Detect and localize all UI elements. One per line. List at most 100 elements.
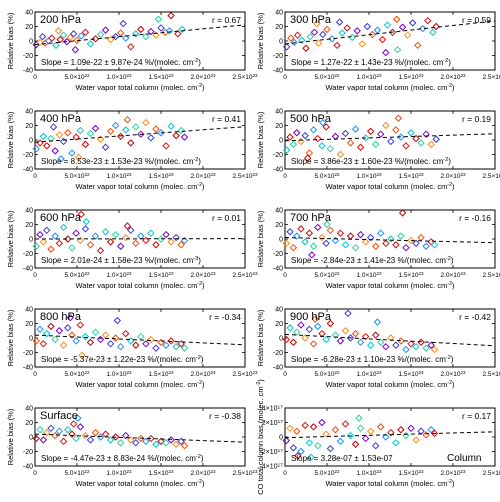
data-point [326,444,335,453]
data-point [351,125,360,133]
data-point [96,433,105,441]
data-point [387,137,395,146]
x-tick-label: 2.0×1023 [440,73,466,82]
data-point [282,335,290,344]
pressure-level-label: 200 hPa [40,14,82,26]
y-tick-label: 0 [29,336,33,343]
panel-700-hpa: -40 -20 0 20 40 0 5.0×1022 1.0×1023 1.5×1023 2.0×… [256,208,500,291]
data-point [326,144,335,153]
data-point [132,30,140,38]
x-tick-label: 1.5×1023 [148,469,174,478]
x-tick-label: 1.0×1023 [356,469,382,478]
data-point [373,318,382,326]
y-tick-label: 20 [275,24,283,31]
data-point [402,345,410,354]
data-point [157,338,165,347]
data-point [314,322,322,331]
slope-label: Slope = 3.28e-07 ± 1.53e-07 [291,454,393,463]
data-point [297,447,305,456]
data-point [154,15,163,23]
data-point [397,133,405,141]
data-point [407,424,415,433]
data-point [427,238,435,246]
data-point [398,209,407,217]
data-point [373,26,382,34]
data-point [422,242,430,250]
data-point [152,440,160,448]
data-point [419,24,427,33]
panel-900-hpa: -40 -20 0 20 40 0 5.0×1022 1.0×1023 1.5×1023 2.0×… [256,307,500,390]
data-point [348,33,356,42]
data-point [282,146,291,154]
data-point [142,236,150,245]
y-axis-label-group: Relative bias (%) [6,408,15,465]
x-tick-label: 1.0×1023 [356,370,382,379]
slope-label: Slope = -2.84e-23 ± 1.41e-23 %/(molec. c… [291,256,454,265]
panel-200-hpa: -40 -20 0 20 40 0 5.0×1022 1.0×1023 1.5×1023 2.0×… [6,10,258,93]
x-tick-label: 5.0×1022 [314,370,340,379]
data-point [116,439,125,447]
data-point [172,440,180,448]
y-tick-label: 0 [279,435,283,442]
data-point [137,25,145,34]
data-point [59,223,68,232]
data-point [101,143,110,151]
data-point [323,25,331,34]
data-point [132,123,140,131]
y-axis-label-group: Relative bias (%) [256,111,265,168]
data-point [106,340,115,348]
x-tick-label: 1.5×1023 [148,370,174,379]
data-point [307,453,315,462]
data-point [106,127,115,136]
x-tick-label: 2.5×1023 [482,469,500,478]
data-point [361,238,370,246]
data-point [351,243,360,252]
y-tick-label: 20 [25,24,33,31]
fit-line [34,24,246,46]
data-point [43,329,51,338]
y-tick-label: -20 [273,251,283,258]
data-point [287,34,295,42]
data-point [162,142,170,150]
data-point [51,232,59,240]
x-tick-label: 2.0×1023 [190,469,216,478]
y-tick-label: -40 [273,266,283,273]
data-point [313,19,321,28]
data-point [412,239,420,248]
data-point [290,38,298,47]
data-point [59,137,68,146]
y-tick-label: -40 [23,68,33,75]
pressure-level-label: Column [447,453,481,464]
data-point [377,338,385,347]
data-point [101,331,110,339]
correlation-label: r = -0.42 [459,312,491,322]
y-tick-label: 20 [25,123,33,130]
data-point [123,222,132,230]
data-point [372,140,380,149]
data-point [335,18,344,26]
y-tick-label: -20 [23,350,33,357]
data-point [366,341,375,349]
data-point [302,44,310,52]
y-tick-label: 20 [275,222,283,229]
data-point [91,428,100,437]
data-point [322,123,330,131]
fit-line [34,126,246,143]
data-point [167,11,175,20]
data-point [157,437,165,446]
data-point [310,28,319,37]
data-point [147,134,155,142]
data-point [32,434,40,443]
data-point [137,434,145,443]
x-tick-label: 1.0×1023 [356,271,382,280]
data-point [91,35,100,43]
data-point [122,329,130,338]
x-tick-label: 5.0×1022 [314,469,340,478]
data-point [152,31,160,39]
data-point [81,431,90,440]
data-point [127,139,135,147]
x-tick-label: 1.5×1023 [148,271,174,280]
data-point [55,427,64,435]
y-tick-label: -40 [273,167,283,174]
data-point [51,431,59,440]
